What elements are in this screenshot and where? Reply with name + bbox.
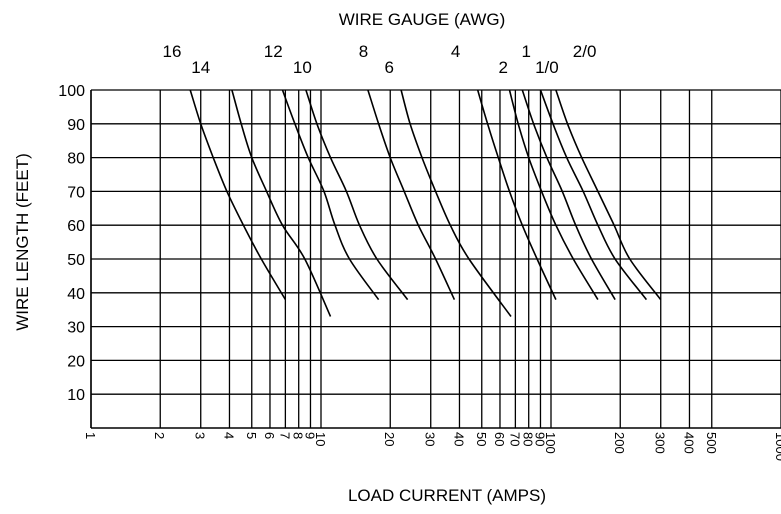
gauge-curve-2-0 bbox=[555, 89, 662, 301]
gauge-curve-6 bbox=[400, 89, 512, 317]
x-tick-label: 4 bbox=[221, 432, 236, 439]
gauge-curve-10 bbox=[305, 89, 409, 301]
chart-title: WIRE GAUGE (AWG) bbox=[339, 10, 506, 29]
y-tick-label: 70 bbox=[67, 184, 85, 201]
x-tick-label: 50 bbox=[474, 432, 489, 446]
x-tick-label: 60 bbox=[492, 432, 507, 446]
x-tick-label: 9 bbox=[302, 432, 317, 439]
gauge-curve-14 bbox=[231, 89, 332, 317]
gauge-label: 16 bbox=[163, 42, 182, 61]
gauge-label: 4 bbox=[451, 42, 460, 61]
y-tick-label: 40 bbox=[67, 286, 85, 303]
x-tick-label: 40 bbox=[451, 432, 466, 446]
y-tick-label: 20 bbox=[67, 353, 85, 370]
x-tick-label: 8 bbox=[291, 432, 306, 439]
y-tick-labels: 10 20 30 40 50 60 70 80 90 100 bbox=[58, 83, 85, 404]
x-tick-label: 1000 bbox=[773, 432, 781, 461]
x-tick-label: 400 bbox=[681, 432, 696, 454]
x-tick-label: 100 bbox=[543, 432, 558, 454]
x-axis-label: LOAD CURRENT (AMPS) bbox=[348, 486, 546, 505]
x-tick-label: 70 bbox=[507, 432, 522, 446]
gauge-curve-2 bbox=[508, 89, 599, 301]
y-tick-label: 50 bbox=[67, 252, 85, 269]
x-tick-label: 1 bbox=[83, 432, 98, 439]
x-tick-label: 500 bbox=[704, 432, 719, 454]
x-tick-label: 2 bbox=[152, 432, 167, 439]
x-tick-label: 10 bbox=[313, 432, 328, 446]
gauge-label: 2 bbox=[499, 58, 508, 77]
y-tick-label: 10 bbox=[67, 387, 85, 404]
y-tick-label: 90 bbox=[67, 117, 85, 134]
gauge-label: 12 bbox=[264, 42, 283, 61]
gauge-label: 1 bbox=[521, 42, 530, 61]
x-tick-label: 300 bbox=[653, 432, 668, 454]
gauge-curves bbox=[189, 89, 662, 317]
gauge-label: 8 bbox=[359, 42, 368, 61]
gauge-curve-16 bbox=[189, 89, 287, 301]
gauge-label: 14 bbox=[191, 58, 210, 77]
x-tick-label: 80 bbox=[521, 432, 536, 446]
gauge-curve-1-0 bbox=[539, 89, 648, 301]
x-tick-label: 7 bbox=[277, 432, 292, 439]
gauge-label: 6 bbox=[384, 58, 393, 77]
gauge-label: 10 bbox=[293, 58, 312, 77]
y-tick-label: 80 bbox=[67, 151, 85, 168]
x-tick-label: 5 bbox=[244, 432, 259, 439]
y-axis-label: WIRE LENGTH (FEET) bbox=[13, 153, 32, 331]
x-tick-label: 20 bbox=[382, 432, 397, 446]
x-tick-label: 30 bbox=[423, 432, 438, 446]
gauge-label: 1/0 bbox=[535, 58, 559, 77]
gauge-curve-8 bbox=[367, 89, 456, 300]
x-tick-label: 90 bbox=[532, 432, 547, 446]
x-tick-label: 200 bbox=[612, 432, 627, 454]
x-tick-label: 6 bbox=[262, 432, 277, 439]
y-tick-label: 100 bbox=[58, 83, 85, 100]
gauge-curve-12 bbox=[281, 89, 380, 301]
grid bbox=[90, 89, 781, 429]
gauge-label: 2/0 bbox=[573, 42, 597, 61]
gauge-curve-4 bbox=[476, 89, 557, 300]
gauge-labels: 16 14 12 10 86 4 21 1/0 2/0 bbox=[163, 42, 597, 77]
x-tick-label: 3 bbox=[193, 432, 208, 439]
y-tick-label: 30 bbox=[67, 320, 85, 337]
gauge-curve-1 bbox=[521, 89, 616, 300]
y-tick-label: 60 bbox=[67, 218, 85, 235]
